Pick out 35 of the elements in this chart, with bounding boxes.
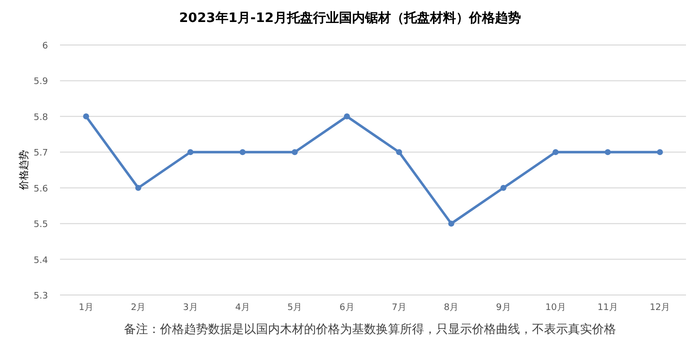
y-tick-label: 5.6 (34, 184, 48, 194)
x-tick-label: 6月 (340, 303, 354, 313)
x-tick-label: 11月 (598, 303, 618, 313)
point (240, 149, 246, 156)
y-tick-label: 5.3 (34, 292, 48, 302)
y-tick-label: 5.9 (34, 77, 48, 88)
x-tick-label: 3月 (183, 303, 198, 313)
point (604, 149, 611, 156)
x-tick-label: 4月 (235, 303, 250, 313)
x-tick-label: 2月 (130, 303, 146, 313)
x-tick-label: 10月 (545, 303, 566, 313)
x-tick-label: 9月 (496, 303, 511, 313)
point (135, 184, 142, 191)
chart-title: 2023年1月-12月托盘行业国内锯材（托盘材料）价格趋势 (179, 10, 521, 26)
point (187, 149, 194, 156)
y-tick-label: 5.7 (34, 148, 48, 159)
x-tick-label: 7月 (392, 303, 406, 313)
point (448, 220, 454, 227)
point (344, 113, 350, 120)
y-tick-label: 5.4 (34, 256, 48, 266)
x-tick-label: 5月 (287, 303, 302, 313)
y-tick-label: 5.5 (34, 220, 48, 230)
y-tick-label: 5.8 (34, 112, 48, 123)
x-tick-label: 12月 (650, 303, 670, 313)
point (656, 149, 663, 156)
x-tick-label: 1月 (78, 303, 94, 313)
point (292, 149, 298, 156)
text: 备注：价格趋势数据是以国内木材的价格为基数换算所得，只显示价格曲线，不表示真实价格 (124, 322, 616, 336)
point (396, 149, 402, 156)
x-tick-label: 8月 (444, 303, 459, 313)
y-tick-label: 6 (42, 42, 48, 52)
point (83, 113, 90, 120)
point (552, 149, 559, 156)
point (500, 184, 506, 191)
y-axis-title: 价格趋势 (18, 150, 30, 191)
